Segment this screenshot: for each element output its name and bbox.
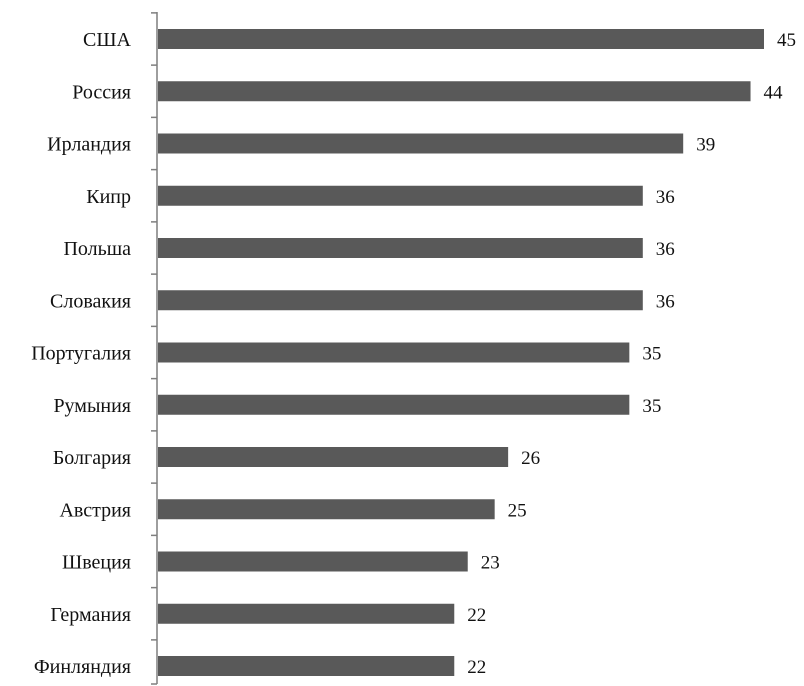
value-label: 35 xyxy=(642,344,661,365)
value-label: 23 xyxy=(481,553,500,574)
value-label: 36 xyxy=(656,187,675,208)
category-label: Румыния xyxy=(53,395,131,417)
bar xyxy=(158,656,455,676)
bar xyxy=(158,499,495,520)
bar xyxy=(158,238,643,258)
value-label: 25 xyxy=(508,500,527,521)
bar xyxy=(158,290,643,311)
bars xyxy=(158,29,764,676)
value-label: 45 xyxy=(777,30,796,51)
value-label: 36 xyxy=(656,239,675,260)
category-label: Словакия xyxy=(50,290,131,312)
value-label: 26 xyxy=(521,448,540,469)
bar xyxy=(158,603,455,624)
value-labels: 45 44 39 36 36 36 35 35 26 25 23 22 22 xyxy=(467,30,796,678)
bar xyxy=(158,185,643,206)
category-label: Португалия xyxy=(31,343,131,365)
value-label: 36 xyxy=(656,291,675,312)
bar xyxy=(158,133,684,154)
bar xyxy=(158,551,468,572)
bar xyxy=(158,29,764,49)
category-label: Кипр xyxy=(86,186,131,208)
category-label: Швеция xyxy=(62,552,131,574)
value-label: 44 xyxy=(764,82,784,103)
value-label: 35 xyxy=(642,396,661,417)
category-label: Польша xyxy=(63,238,131,260)
category-label: Болгария xyxy=(53,447,131,469)
bar xyxy=(158,342,630,363)
category-label: Россия xyxy=(72,81,131,103)
category-label: США xyxy=(83,29,132,51)
bar xyxy=(158,394,630,415)
category-label: Финляндия xyxy=(34,656,131,678)
bar xyxy=(158,447,509,467)
category-label: Австрия xyxy=(59,499,131,521)
value-label: 22 xyxy=(467,657,486,678)
axis-ticks xyxy=(151,12,157,685)
value-label: 39 xyxy=(696,135,715,156)
category-label: Ирландия xyxy=(47,134,131,156)
category-labels: США Россия Ирландия Кипр Польша Словакия Порту… xyxy=(31,29,131,678)
value-label: 22 xyxy=(467,605,486,626)
category-label: Германия xyxy=(50,604,131,626)
bar xyxy=(158,81,751,102)
